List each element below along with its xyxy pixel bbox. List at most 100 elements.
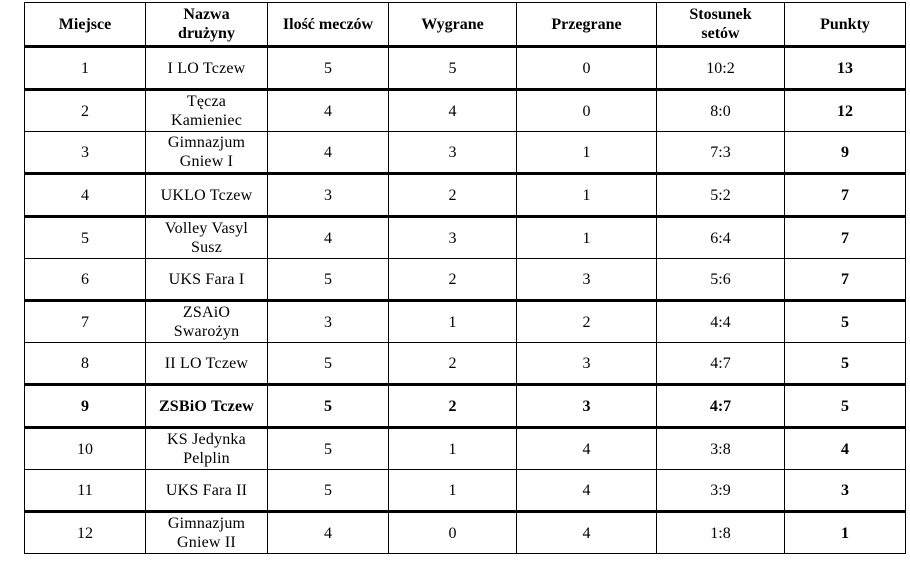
- table-row: 2 Tęcza Kamieniec 4 4 0 8:0 12: [24, 89, 906, 132]
- cell-lost: 4: [516, 511, 657, 554]
- cell-place: 7: [24, 300, 146, 343]
- cell-matches: 4: [267, 511, 389, 554]
- cell-matches: 3: [267, 300, 389, 343]
- team-name-line1: UKS Fara I: [168, 270, 245, 288]
- cell-lost: 4: [516, 469, 657, 513]
- cell-won: 1: [388, 300, 517, 343]
- header-lost: Przegrane: [516, 2, 657, 48]
- cell-won: 1: [388, 469, 517, 513]
- cell-team: ZSBiO Tczew: [145, 384, 268, 429]
- header-sets: Stosunek setów: [656, 2, 785, 48]
- cell-won: 2: [388, 173, 517, 218]
- cell-place: 1: [24, 46, 146, 91]
- cell-lost: 0: [516, 89, 657, 132]
- cell-won: 3: [388, 131, 517, 175]
- cell-won: 2: [388, 258, 517, 302]
- cell-sets: 4:7: [656, 384, 785, 429]
- cell-points: 5: [784, 300, 906, 343]
- header-team-line1: Nazwa: [183, 6, 230, 23]
- cell-won: 1: [388, 427, 517, 470]
- cell-points: 9: [784, 131, 906, 175]
- cell-points: 5: [784, 384, 906, 429]
- header-matches: Ilość meczów: [267, 2, 389, 48]
- header-row: Miejsce Nazwa drużyny Ilość meczów Wygran…: [24, 2, 906, 48]
- cell-place: 12: [24, 511, 146, 554]
- cell-lost: 3: [516, 342, 657, 386]
- standings-table: Miejsce Nazwa drużyny Ilość meczów Wygran…: [24, 2, 906, 554]
- cell-matches: 4: [267, 89, 389, 132]
- cell-matches: 5: [267, 469, 389, 513]
- cell-place: 8: [24, 342, 146, 386]
- header-place: Miejsce: [24, 2, 146, 48]
- cell-points: 7: [784, 216, 906, 259]
- cell-won: 2: [388, 342, 517, 386]
- cell-team: I LO Tczew: [145, 46, 268, 91]
- header-sets-line1: Stosunek: [689, 6, 752, 23]
- table-row: 12 Gimnazjum Gniew II 4 0 4 1:8 1: [24, 511, 906, 554]
- cell-lost: 1: [516, 173, 657, 218]
- cell-team: Tęcza Kamieniec: [145, 89, 268, 132]
- cell-team: KS Jedynka Pelplin: [145, 427, 268, 470]
- cell-team: UKS Fara I: [145, 258, 268, 302]
- cell-sets: 6:4: [656, 216, 785, 259]
- team-name-line1: ZSBiO Tczew: [158, 397, 255, 415]
- team-name-line2: Gniew I: [179, 153, 234, 170]
- header-team: Nazwa drużyny: [145, 2, 268, 48]
- cell-sets: 4:4: [656, 300, 785, 343]
- cell-points: 7: [784, 258, 906, 302]
- table-row: 5 Volley Vasyl Susz 4 3 1 6:4 7: [24, 216, 906, 259]
- cell-team: ZSAiO Swarożyn: [145, 300, 268, 343]
- cell-place: 4: [24, 173, 146, 218]
- cell-won: 0: [388, 511, 517, 554]
- cell-lost: 3: [516, 258, 657, 302]
- cell-team: Gimnazjum Gniew II: [145, 511, 268, 554]
- team-name-line2: Gniew II: [177, 534, 236, 551]
- header-team-line2: drużyny: [178, 25, 235, 42]
- header-won: Wygrane: [388, 2, 517, 48]
- cell-lost: 1: [516, 131, 657, 175]
- team-name-line1: Volley Vasyl: [164, 220, 249, 237]
- cell-points: 3: [784, 469, 906, 513]
- cell-sets: 10:2: [656, 46, 785, 91]
- cell-sets: 7:3: [656, 131, 785, 175]
- cell-place: 3: [24, 131, 146, 175]
- table-row-highlighted: 9 ZSBiO Tczew 5 2 3 4:7 5: [24, 384, 906, 429]
- cell-place: 6: [24, 258, 146, 302]
- team-name-line1: Tęcza: [186, 93, 227, 110]
- cell-team: UKLO Tczew: [145, 173, 268, 218]
- table-row: 6 UKS Fara I 5 2 3 5:6 7: [24, 258, 906, 302]
- table-row: 11 UKS Fara II 5 1 4 3:9 3: [24, 469, 906, 513]
- cell-lost: 4: [516, 427, 657, 470]
- cell-place: 9: [24, 384, 146, 429]
- cell-matches: 5: [267, 427, 389, 470]
- cell-sets: 8:0: [656, 89, 785, 132]
- cell-won: 2: [388, 384, 517, 429]
- cell-points: 5: [784, 342, 906, 386]
- cell-sets: 5:6: [656, 258, 785, 302]
- cell-sets: 1:8: [656, 511, 785, 554]
- cell-matches: 4: [267, 216, 389, 259]
- cell-won: 5: [388, 46, 517, 91]
- team-name-line1: UKLO Tczew: [160, 186, 253, 204]
- cell-won: 3: [388, 216, 517, 259]
- team-name-line1: KS Jedynka: [167, 431, 246, 448]
- cell-points: 13: [784, 46, 906, 91]
- team-name-line2: Kamieniec: [170, 112, 243, 129]
- cell-lost: 2: [516, 300, 657, 343]
- cell-won: 4: [388, 89, 517, 132]
- cell-lost: 0: [516, 46, 657, 91]
- cell-team: Gimnazjum Gniew I: [145, 131, 268, 175]
- cell-sets: 4:7: [656, 342, 785, 386]
- table-row: 7 ZSAiO Swarożyn 3 1 2 4:4 5: [24, 300, 906, 343]
- cell-matches: 5: [267, 258, 389, 302]
- cell-lost: 3: [516, 384, 657, 429]
- cell-team: II LO Tczew: [145, 342, 268, 386]
- cell-sets: 3:9: [656, 469, 785, 513]
- cell-place: 10: [24, 427, 146, 470]
- cell-points: 4: [784, 427, 906, 470]
- cell-points: 7: [784, 173, 906, 218]
- cell-points: 12: [784, 89, 906, 132]
- cell-matches: 5: [267, 384, 389, 429]
- cell-team: UKS Fara II: [145, 469, 268, 513]
- table-row: 10 KS Jedynka Pelplin 5 1 4 3:8 4: [24, 427, 906, 470]
